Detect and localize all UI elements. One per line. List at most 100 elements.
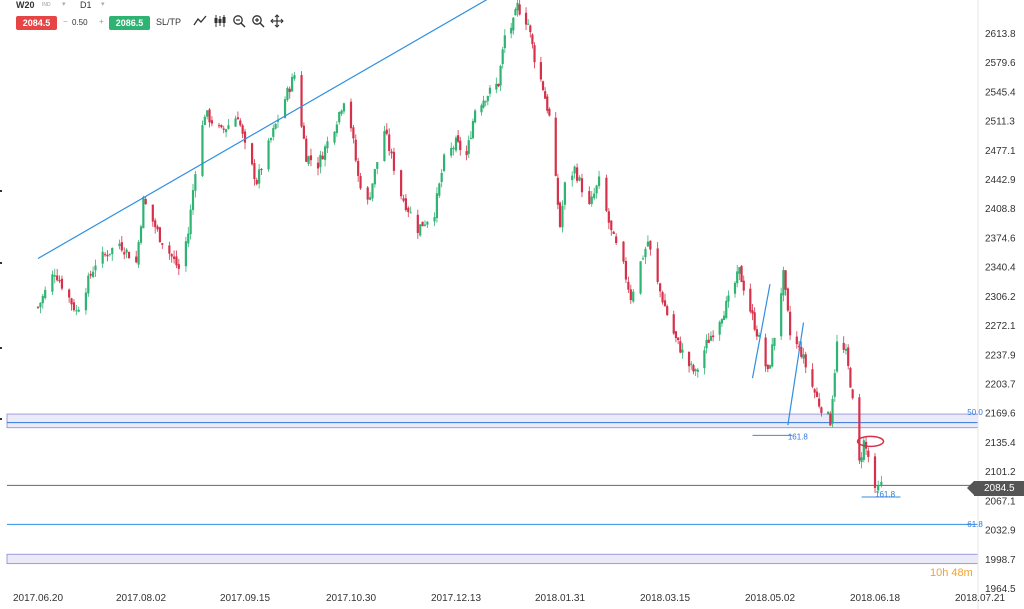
candle-body bbox=[368, 197, 372, 200]
candle-body bbox=[707, 339, 710, 343]
zoom-out-icon[interactable] bbox=[232, 14, 246, 28]
candle-body bbox=[742, 280, 745, 291]
candle-body bbox=[139, 226, 143, 243]
spread-decrease-button[interactable]: − bbox=[63, 17, 68, 26]
candle-body bbox=[696, 369, 699, 372]
y-axis-label: 2237.9 bbox=[985, 350, 1016, 361]
candle-body bbox=[260, 168, 263, 170]
spread-increase-button[interactable]: + bbox=[99, 17, 104, 26]
symbol-dropdown-chevron-icon[interactable]: ▾ bbox=[62, 1, 66, 8]
candle-body bbox=[544, 91, 547, 99]
candle-body bbox=[323, 146, 327, 160]
candle-body bbox=[161, 243, 164, 245]
candle-body bbox=[340, 110, 343, 114]
candle-body bbox=[471, 121, 475, 139]
candle-body bbox=[524, 12, 528, 25]
candle-body bbox=[624, 261, 628, 280]
timeframe-dropdown-chevron-icon[interactable]: ▾ bbox=[101, 1, 105, 8]
candle-body bbox=[407, 207, 410, 213]
candle-body bbox=[120, 242, 123, 251]
candle-body bbox=[272, 128, 275, 137]
candle-body bbox=[571, 175, 574, 181]
candle-body bbox=[847, 347, 850, 366]
candle-body bbox=[780, 293, 783, 337]
candle-body bbox=[627, 281, 630, 290]
candle-body bbox=[187, 233, 190, 244]
candle-body bbox=[194, 174, 197, 191]
y-axis-label: 2169.6 bbox=[985, 409, 1016, 420]
candle-body bbox=[217, 125, 221, 127]
candle-body bbox=[53, 275, 56, 277]
candle-body bbox=[385, 129, 388, 134]
candle-body bbox=[622, 241, 625, 262]
candle-body bbox=[250, 143, 254, 165]
candle-body bbox=[844, 348, 848, 351]
x-axis-label: 2018.05.02 bbox=[745, 593, 795, 604]
candle-body bbox=[558, 202, 562, 227]
y-axis-label: 2272.1 bbox=[985, 321, 1016, 332]
candle-body bbox=[727, 295, 730, 302]
candle-body bbox=[175, 256, 178, 266]
sell-button[interactable]: 2084.5 bbox=[16, 16, 57, 30]
candle-body bbox=[319, 154, 322, 168]
spread-value: 0.50 bbox=[72, 18, 88, 27]
candle-body bbox=[457, 135, 460, 142]
candle-body bbox=[753, 312, 756, 330]
candle-body bbox=[687, 351, 691, 367]
candle-body bbox=[144, 199, 147, 205]
zoom-in-icon[interactable] bbox=[251, 14, 265, 28]
candle-body bbox=[239, 120, 242, 126]
candle-body bbox=[718, 322, 721, 335]
x-axis-label: 2017.10.30 bbox=[326, 593, 376, 604]
candle-body bbox=[842, 342, 845, 350]
fib-label-0: 50.0 bbox=[967, 408, 983, 417]
candle-body bbox=[811, 369, 814, 387]
candle-body bbox=[722, 315, 726, 320]
candle-body bbox=[556, 177, 559, 205]
symbol-label[interactable]: W20 bbox=[16, 0, 35, 10]
y-axis-label: 2067.1 bbox=[985, 496, 1016, 507]
drawing-line-icon[interactable] bbox=[193, 14, 207, 28]
candle-body bbox=[786, 288, 789, 311]
candle-body bbox=[690, 363, 693, 365]
candle-body bbox=[419, 224, 422, 236]
candle-body bbox=[480, 105, 483, 113]
x-axis-label: 2017.12.13 bbox=[431, 593, 481, 604]
candle-body bbox=[833, 373, 836, 397]
candle-body bbox=[548, 108, 551, 116]
candle-body bbox=[440, 172, 443, 183]
candle-body bbox=[529, 25, 532, 33]
candle-body bbox=[590, 196, 593, 204]
buy-button[interactable]: 2086.5 bbox=[109, 16, 150, 30]
timeframe-selector[interactable]: D1 bbox=[80, 0, 92, 10]
y-axis-label: 2511.3 bbox=[985, 117, 1015, 128]
candle-body bbox=[705, 339, 708, 349]
candle-body bbox=[615, 236, 618, 244]
crosshair-icon[interactable] bbox=[270, 14, 284, 28]
candle-body bbox=[782, 270, 785, 296]
sl-tp-button[interactable]: SL/TP bbox=[156, 17, 182, 27]
candle-body bbox=[208, 109, 211, 123]
y-axis-label: 2408.8 bbox=[985, 204, 1016, 215]
candles-icon[interactable] bbox=[213, 14, 227, 28]
candle-body bbox=[749, 288, 752, 312]
candle-body bbox=[484, 101, 487, 103]
candle-body bbox=[679, 341, 682, 353]
candle-body bbox=[597, 176, 601, 187]
candle-body bbox=[416, 214, 419, 233]
candle-body bbox=[352, 127, 355, 139]
candle-body bbox=[474, 110, 477, 123]
candle-body bbox=[203, 116, 206, 126]
edge-marker-1 bbox=[0, 262, 2, 264]
candle-body bbox=[795, 336, 798, 345]
candle-body bbox=[516, 2, 519, 11]
candle-body bbox=[172, 256, 176, 259]
candle-body bbox=[84, 292, 88, 311]
candle-body bbox=[60, 278, 64, 289]
candle-body bbox=[672, 314, 675, 334]
y-axis-label: 2442.9 bbox=[985, 175, 1016, 186]
candle-body bbox=[111, 247, 114, 255]
candle-body bbox=[349, 101, 353, 129]
candle-body bbox=[858, 397, 861, 461]
